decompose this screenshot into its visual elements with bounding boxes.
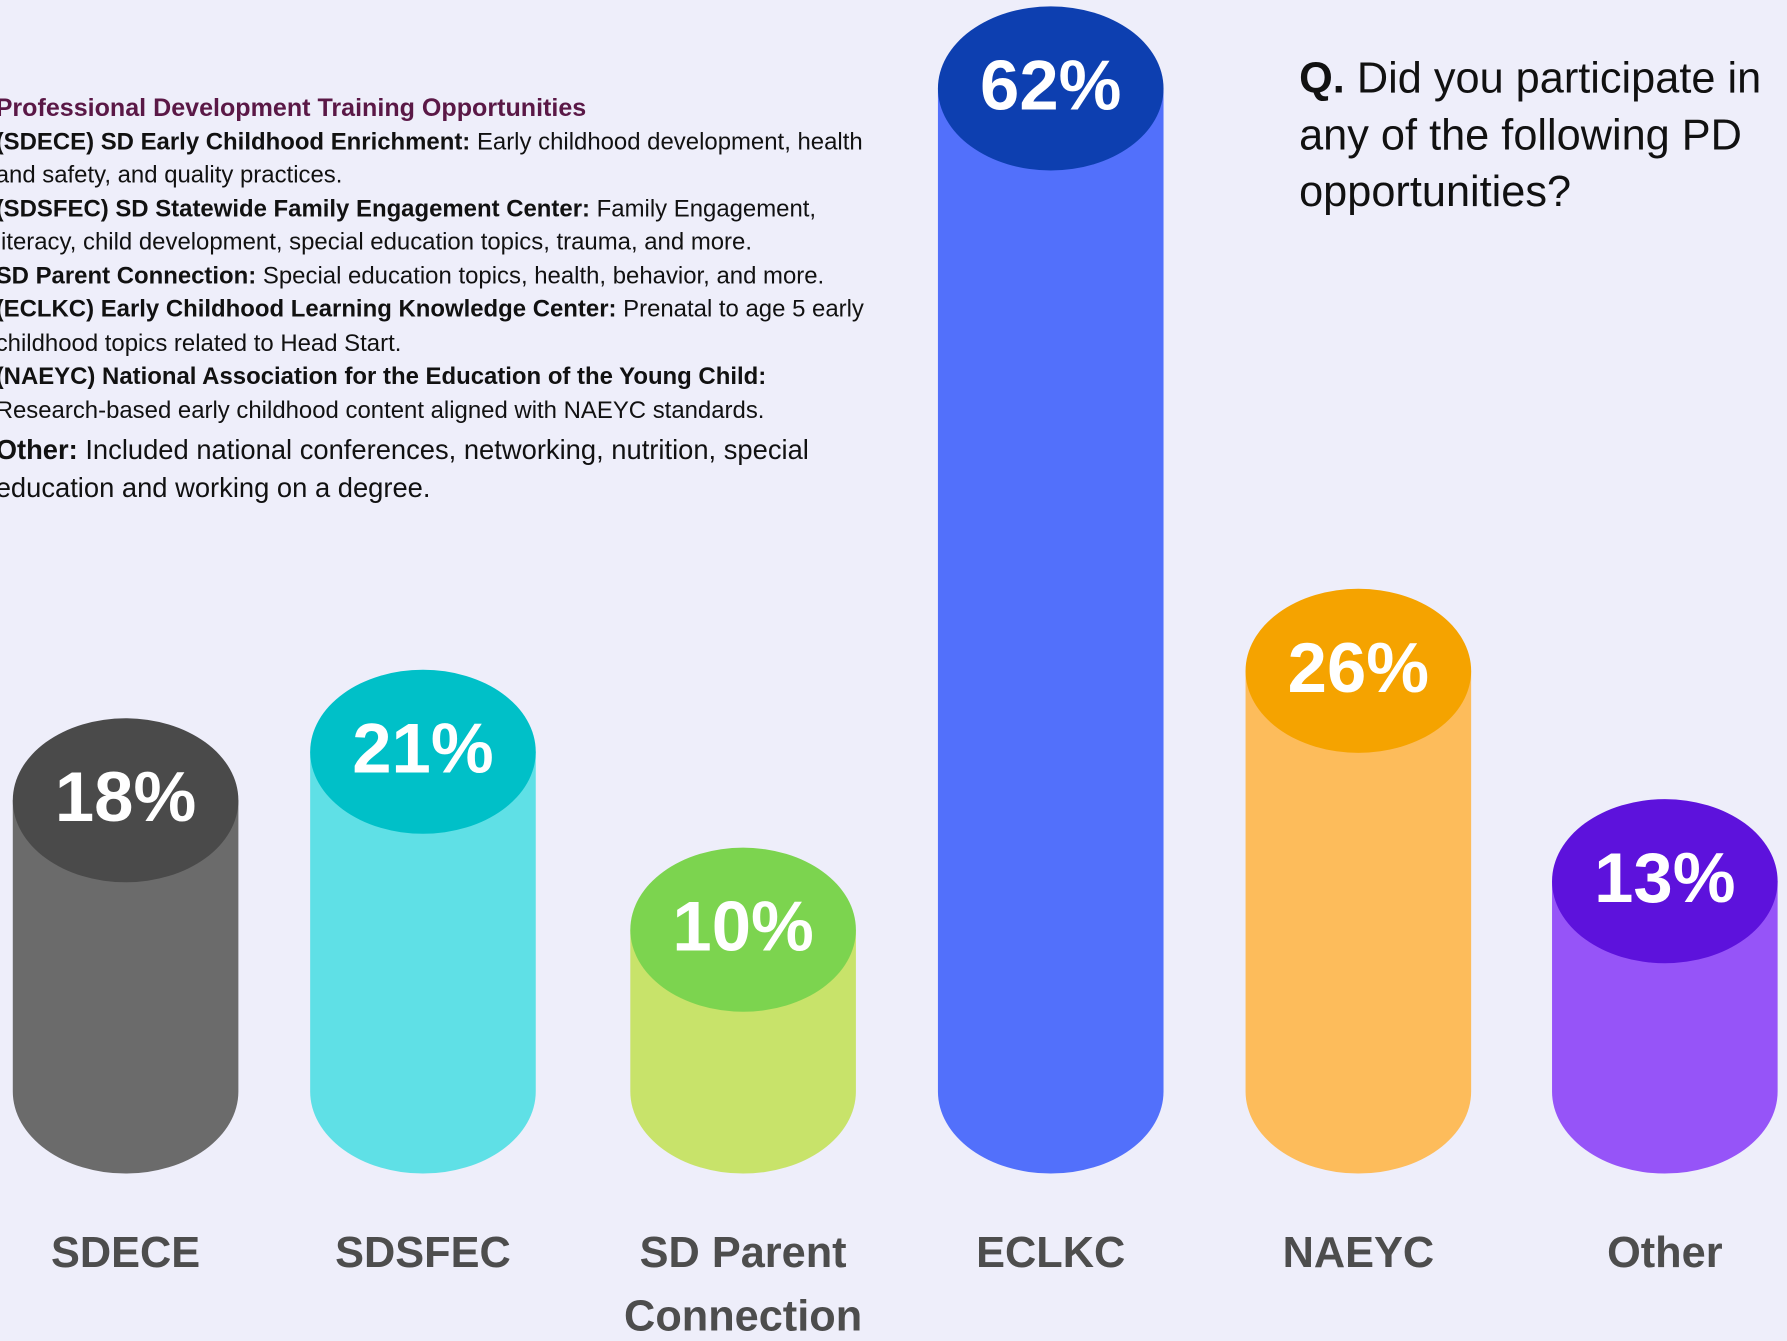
note-text: Family Engagement, literacy, child devel… [0, 195, 817, 256]
note-term: Other: [0, 435, 78, 466]
value-label: 10% [672, 887, 813, 966]
x-tick-label: SDECE [50, 1229, 201, 1278]
value-label: 18% [55, 757, 196, 836]
note-text: Early childhood development, health and … [0, 128, 863, 188]
x-label-box: SD Parent Connection [624, 1229, 863, 1341]
notes-title: Professional Development Training Opport… [0, 93, 587, 122]
bar-cap [1245, 588, 1472, 753]
note-text: Special education topics, health, behavi… [262, 262, 825, 289]
note: (NAEYC) National Association for the Edu… [0, 360, 879, 427]
note: (SDECE) SD Early Childhood Enrichment: E… [0, 125, 879, 192]
note-term: (SDSFEC) SD Statewide Family Engagement … [0, 195, 590, 222]
x-tick-label: Other [1607, 1229, 1723, 1278]
x-label-box: NAEYC [1282, 1229, 1435, 1278]
value-label: 13% [1594, 838, 1735, 917]
x-label-box: SDECE [50, 1229, 201, 1278]
note-text: Included national conferences, networkin… [0, 435, 809, 504]
bar-cap [1552, 799, 1778, 964]
x-tick-label: NAEYC [1282, 1229, 1435, 1278]
bar-cap [12, 718, 239, 883]
note-text: Prenatal to age 5 early childhood topics… [0, 296, 864, 357]
x-tick-label: SDSFEC [335, 1229, 511, 1278]
note-term: (NAEYC) National Association for the Edu… [0, 363, 767, 390]
bar [310, 751, 536, 1174]
question-box: Q. Did you participate in any of the fol… [1299, 50, 1778, 221]
bar-cap [937, 6, 1164, 171]
bar [1552, 881, 1778, 1174]
question-text: Did you participate in any of the follow… [1299, 54, 1762, 217]
note-text: Research-based early childhood content a… [0, 397, 765, 424]
bar [12, 800, 239, 1174]
note: Other: Included national conferences, ne… [0, 432, 879, 507]
bar [1245, 670, 1472, 1174]
question: Q. Did you participate in any of the fol… [1299, 50, 1778, 221]
notes: Professional Development Training Opport… [0, 91, 879, 507]
x-tick-label: SD Parent Connection [624, 1229, 863, 1341]
note-term: (ECLKC) Early Childhood Learning Knowled… [0, 296, 617, 323]
x-tick-label: ECLKC [976, 1229, 1126, 1278]
note: (ECLKC) Early Childhood Learning Knowled… [0, 293, 879, 360]
x-label-box: SDSFEC [335, 1229, 511, 1278]
note-term: SD Parent Connection: [0, 262, 257, 289]
bar-cap [310, 669, 536, 834]
note: SD Parent Connection: Special education … [0, 259, 879, 293]
note: (SDSFEC) SD Statewide Family Engagement … [0, 192, 879, 259]
x-label-box: Other [1607, 1229, 1723, 1278]
bar [937, 88, 1164, 1174]
value-label: 62% [980, 45, 1121, 124]
notes-box: Professional Development Training Opport… [0, 91, 879, 507]
x-label-box: ECLKC [976, 1229, 1126, 1278]
question-prefix: Q. [1299, 54, 1345, 103]
value-label: 21% [352, 709, 493, 788]
bar-cap [630, 847, 856, 1012]
value-label: 26% [1288, 628, 1429, 707]
note-term: (SDECE) SD Early Childhood Enrichment: [0, 128, 471, 155]
